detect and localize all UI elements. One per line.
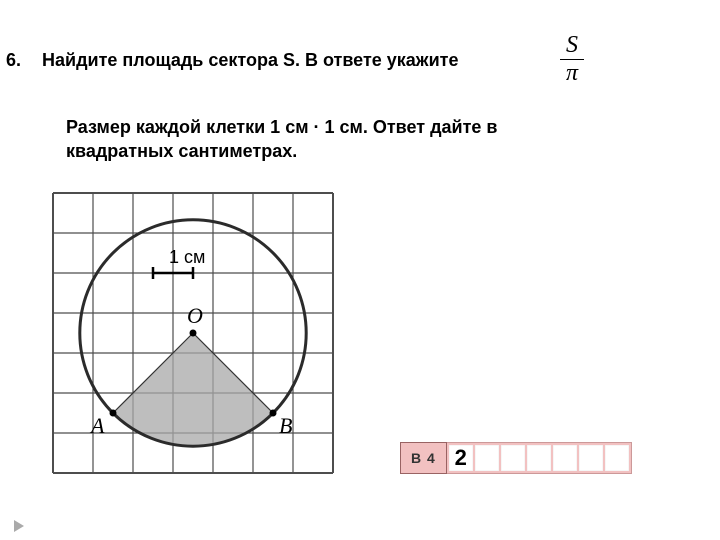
svg-text:B: B [279, 413, 292, 438]
fraction-numerator: S [560, 32, 584, 59]
answer-label: B 4 [400, 442, 447, 474]
svg-text:A: A [89, 413, 105, 438]
fraction-denominator: π [560, 59, 584, 87]
answer-cell-4[interactable] [553, 445, 577, 471]
problem-text-line2: Размер каждой клетки 1 см · 1 см. Ответ … [66, 115, 620, 164]
problem-text-line2b: квадратных сантиметрах. [66, 141, 297, 161]
answer-cell-3[interactable] [527, 445, 551, 471]
answer-cells: 2 [447, 442, 632, 474]
answer-cell-5[interactable] [579, 445, 603, 471]
geometry-figure: 1 см O A B [42, 182, 344, 484]
problem-text-line1: Найдите площадь сектора S. В ответе укаж… [42, 50, 458, 71]
answer-cell-6[interactable] [605, 445, 629, 471]
play-marker-icon [14, 520, 24, 532]
svg-text:1 см: 1 см [169, 247, 205, 267]
answer-cell-2[interactable] [501, 445, 525, 471]
svg-text:O: O [187, 303, 203, 328]
answer-cell-1[interactable] [475, 445, 499, 471]
problem-text-line2a: Размер каждой клетки 1 см · 1 см. Ответ … [66, 117, 497, 137]
answer-block: B 4 2 [400, 442, 632, 474]
fraction-s-over-pi: S π [560, 32, 584, 87]
problem-number: 6. [6, 50, 21, 71]
answer-cell-0[interactable]: 2 [449, 445, 473, 471]
